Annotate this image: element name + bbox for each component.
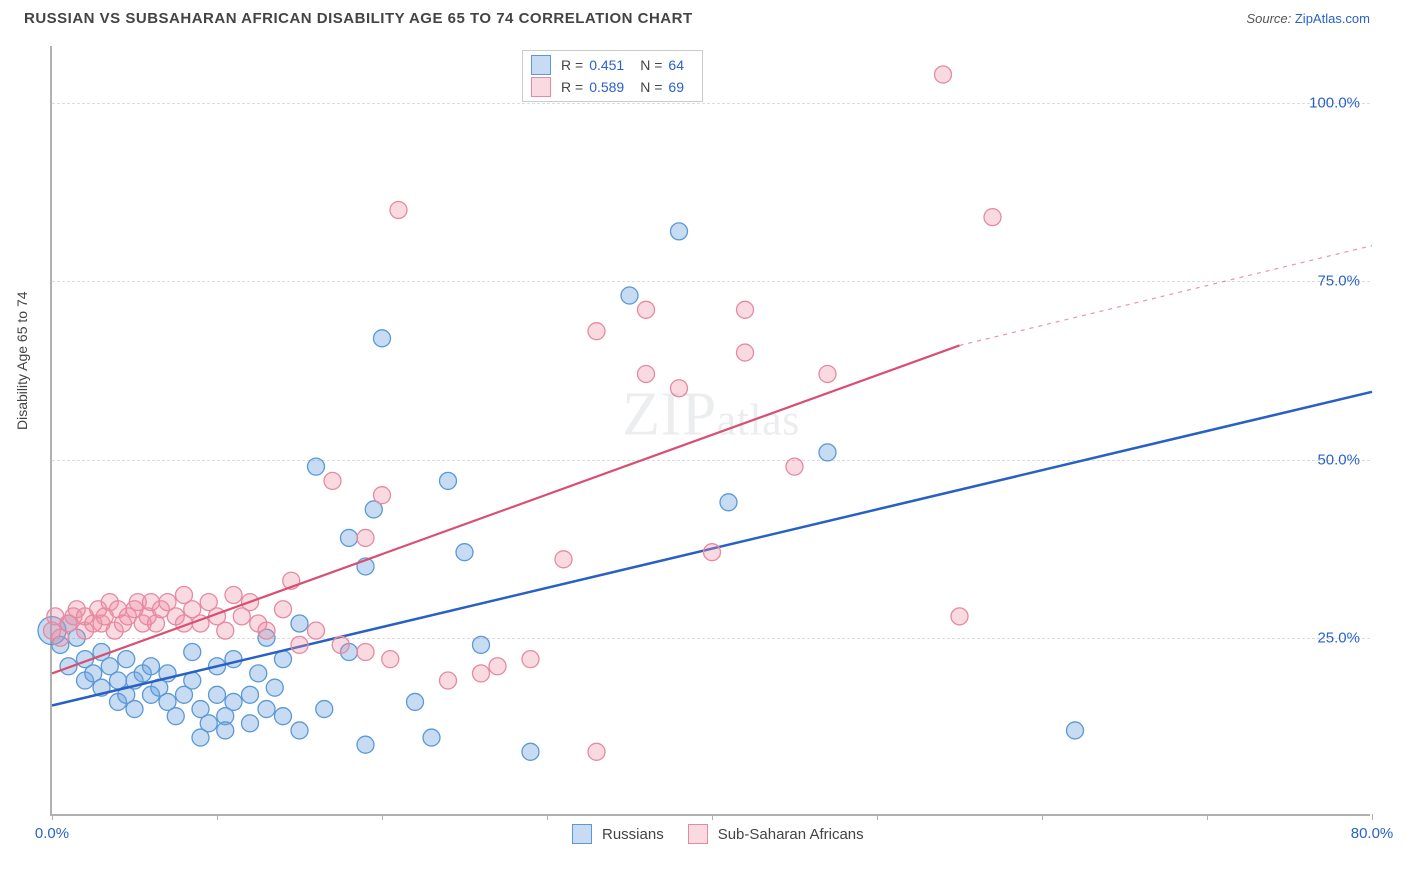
scatter-point	[242, 715, 259, 732]
scatter-point	[522, 651, 539, 668]
scatter-point	[250, 665, 267, 682]
legend-swatch	[531, 55, 551, 75]
scatter-point	[489, 658, 506, 675]
legend-swatch	[531, 77, 551, 97]
scatter-point	[423, 729, 440, 746]
scatter-point	[242, 686, 259, 703]
chart-title: RUSSIAN VS SUBSAHARAN AFRICAN DISABILITY…	[24, 10, 693, 27]
x-tick	[547, 814, 548, 820]
scatter-point	[737, 344, 754, 361]
scatter-point	[258, 701, 275, 718]
x-tick	[1042, 814, 1043, 820]
series-legend: Russians Sub-Saharan Africans	[572, 824, 864, 844]
scatter-point	[935, 66, 952, 83]
scatter-point	[258, 622, 275, 639]
legend-row: R = 0.451 N = 64	[531, 54, 694, 76]
scatter-point	[1067, 722, 1084, 739]
source-link[interactable]: ZipAtlas.com	[1295, 11, 1370, 26]
scatter-point	[291, 722, 308, 739]
x-tick	[712, 814, 713, 820]
scatter-point	[275, 708, 292, 725]
scatter-point	[704, 544, 721, 561]
scatter-point	[374, 330, 391, 347]
scatter-point	[390, 201, 407, 218]
scatter-point	[225, 693, 242, 710]
scatter-point	[407, 693, 424, 710]
scatter-point	[621, 287, 638, 304]
scatter-point	[671, 380, 688, 397]
trendline	[52, 345, 960, 673]
scatter-point	[374, 487, 391, 504]
chart-source: Source: ZipAtlas.com	[1246, 11, 1370, 26]
scatter-point	[737, 301, 754, 318]
scatter-point	[819, 365, 836, 382]
scatter-point	[266, 679, 283, 696]
scatter-point	[126, 701, 143, 718]
scatter-point	[440, 472, 457, 489]
scatter-point	[184, 644, 201, 661]
scatter-point	[357, 644, 374, 661]
scatter-point	[473, 636, 490, 653]
legend-swatch	[572, 824, 592, 844]
legend-item: Sub-Saharan Africans	[688, 824, 864, 844]
scatter-point	[308, 458, 325, 475]
scatter-point	[671, 223, 688, 240]
y-axis-label: Disability Age 65 to 74	[14, 291, 30, 430]
scatter-point	[440, 672, 457, 689]
scatter-point	[357, 529, 374, 546]
x-tick	[52, 814, 53, 820]
scatter-point	[588, 323, 605, 340]
trendline-extrapolation	[960, 246, 1373, 346]
scatter-svg	[52, 46, 1370, 814]
scatter-point	[275, 601, 292, 618]
scatter-point	[786, 458, 803, 475]
scatter-point	[143, 658, 160, 675]
scatter-point	[638, 301, 655, 318]
scatter-point	[217, 622, 234, 639]
scatter-point	[225, 586, 242, 603]
scatter-point	[308, 622, 325, 639]
scatter-point	[720, 494, 737, 511]
x-tick	[382, 814, 383, 820]
scatter-point	[473, 665, 490, 682]
chart-header: RUSSIAN VS SUBSAHARAN AFRICAN DISABILITY…	[0, 0, 1406, 33]
scatter-point	[951, 608, 968, 625]
x-tick	[1372, 814, 1373, 820]
legend-item: Russians	[572, 824, 664, 844]
scatter-point	[588, 743, 605, 760]
scatter-point	[357, 736, 374, 753]
scatter-point	[225, 651, 242, 668]
scatter-point	[167, 708, 184, 725]
x-tick	[1207, 814, 1208, 820]
scatter-point	[341, 529, 358, 546]
scatter-point	[332, 636, 349, 653]
scatter-point	[217, 722, 234, 739]
scatter-point	[638, 365, 655, 382]
legend-swatch	[688, 824, 708, 844]
scatter-point	[291, 636, 308, 653]
scatter-point	[200, 715, 217, 732]
scatter-point	[324, 472, 341, 489]
x-tick-label: 80.0%	[1351, 825, 1394, 842]
correlation-legend: R = 0.451 N = 64 R = 0.589 N = 69	[522, 50, 703, 102]
legend-row: R = 0.589 N = 69	[531, 76, 694, 98]
scatter-point	[522, 743, 539, 760]
scatter-point	[118, 651, 135, 668]
scatter-point	[984, 209, 1001, 226]
scatter-point	[316, 701, 333, 718]
scatter-point	[291, 615, 308, 632]
x-tick	[877, 814, 878, 820]
x-tick-label: 0.0%	[35, 825, 69, 842]
plot-area: ZIPatlas R = 0.451 N = 64 R = 0.589 N = …	[50, 46, 1370, 816]
scatter-point	[819, 444, 836, 461]
scatter-point	[382, 651, 399, 668]
scatter-point	[209, 686, 226, 703]
scatter-point	[456, 544, 473, 561]
scatter-point	[555, 551, 572, 568]
x-tick	[217, 814, 218, 820]
